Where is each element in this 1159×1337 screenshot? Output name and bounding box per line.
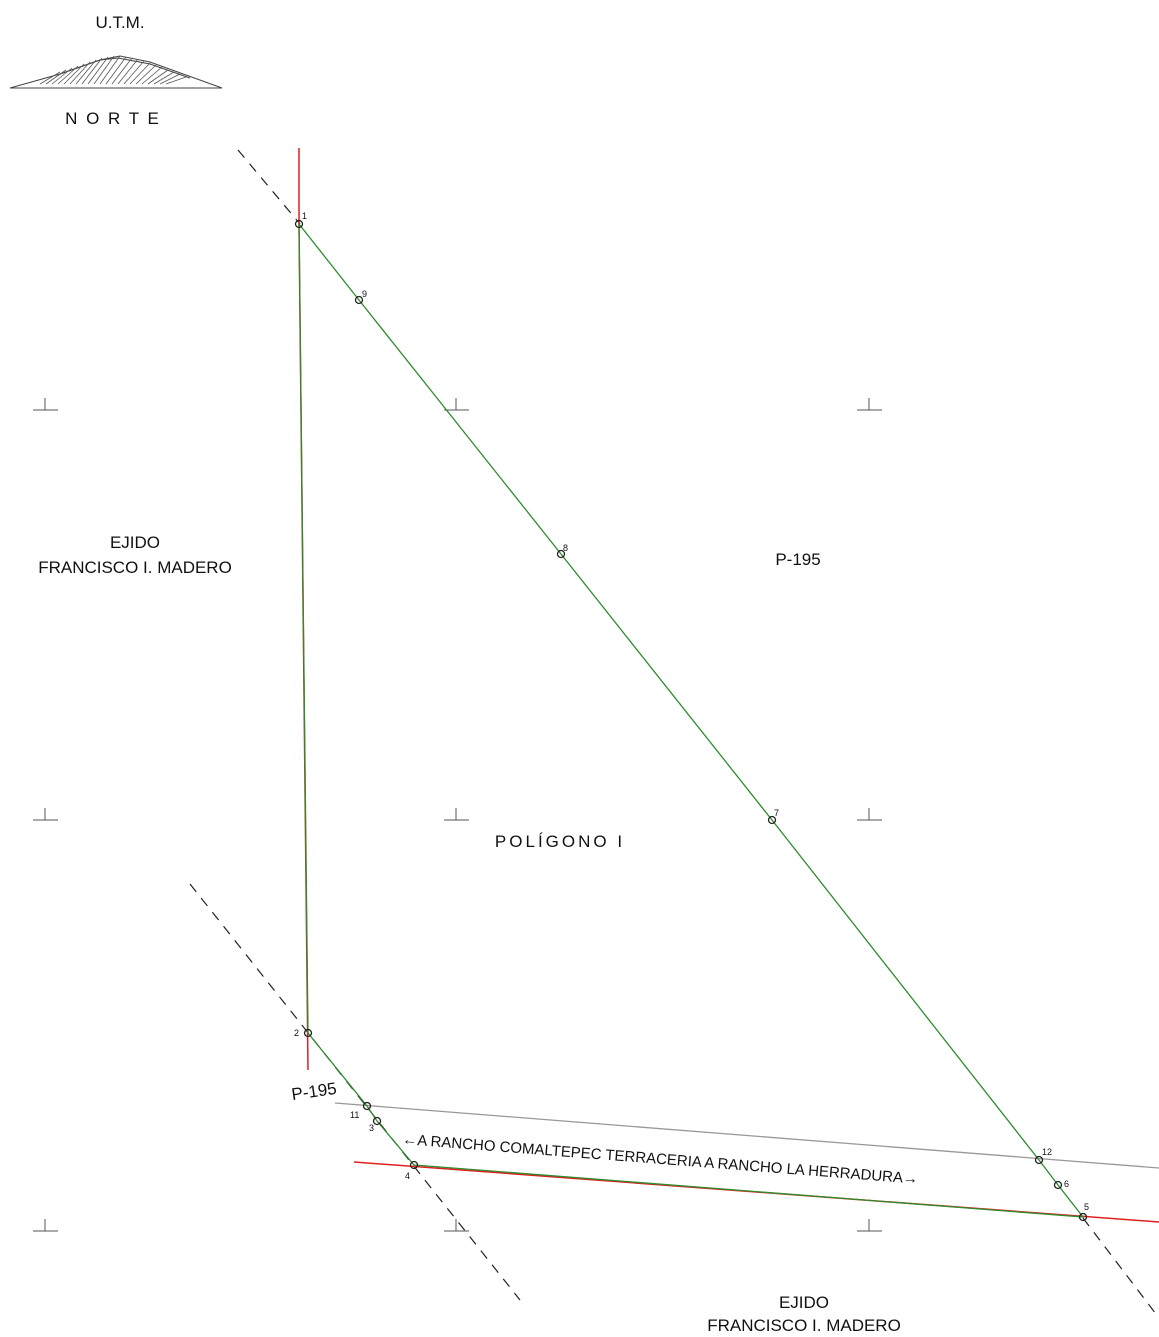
polygon-boundary [298, 222, 1085, 1218]
dashed-projection-lines [189, 149, 1159, 1319]
vertex-label-1: 1 [302, 211, 307, 221]
vertex-label-4: 4 [405, 1171, 410, 1181]
vertex-4 [409, 1160, 419, 1170]
road-label: ←A RANCHO COMALTEPEC TERRACERIA A RANCHO… [402, 1131, 919, 1188]
north-arrow: U.T.M. N O R T E [9, 13, 223, 128]
vertex-8 [556, 549, 566, 559]
vertex-label-8: 8 [563, 543, 568, 553]
vertex-label-12: 12 [1042, 1147, 1052, 1157]
vertex-label-5: 5 [1084, 1202, 1089, 1212]
parcel-east-label: P-195 [775, 550, 820, 569]
ejido-west-line1: EJIDO [110, 533, 160, 552]
vertex-label-11: 11 [350, 1110, 359, 1120]
north-arrow-icon [9, 55, 223, 89]
ejido-south-line2: FRANCISCO I. MADERO [707, 1316, 901, 1335]
vertex-5 [1078, 1212, 1088, 1222]
vertex-2 [303, 1028, 313, 1038]
ejido-south-line1: EJIDO [779, 1293, 829, 1312]
vertex-6 [1053, 1180, 1063, 1190]
road-line [334, 1102, 1159, 1169]
vertex-label-7: 7 [774, 808, 779, 818]
vertex-7 [767, 815, 777, 825]
polygon-label: POLÍGONO I [495, 832, 625, 851]
adjacent-boundaries [298, 148, 1159, 1223]
vertex-11 [362, 1101, 372, 1111]
vertex-12 [1034, 1155, 1044, 1165]
vertex-3 [372, 1116, 382, 1126]
vertex-label-6: 6 [1064, 1179, 1069, 1189]
vertex-markers [294, 219, 1088, 1222]
vertex-label-2: 2 [294, 1028, 299, 1038]
vertex-label-3: 3 [369, 1123, 374, 1133]
ejido-west-line2: FRANCISCO I. MADERO [38, 558, 232, 577]
norte-label: N O R T E [65, 109, 161, 128]
vertex-9 [354, 295, 364, 305]
vertex-label-9: 9 [362, 289, 367, 299]
vertex-1 [294, 219, 304, 229]
grid-ticks [33, 398, 882, 1232]
utm-label: U.T.M. [95, 13, 144, 32]
parcel-southwest-label: P-195 [290, 1079, 338, 1104]
